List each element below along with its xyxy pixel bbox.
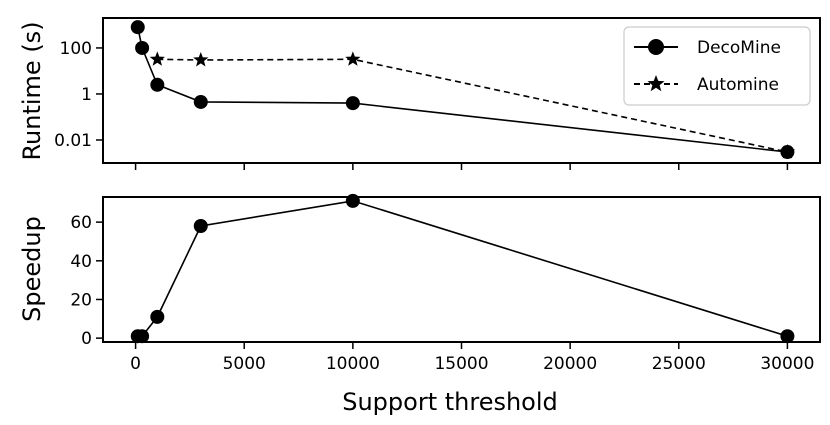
speedup-line [137,200,788,338]
x-tick-label: 10000 [326,354,380,374]
runtime-automine-point-3 [779,144,796,159]
x-tick-label: 0 [130,354,141,374]
speedup-y-ticks: 0 20 40 60 [70,213,103,349]
speedup-y-axis-label: Speedup [18,216,46,322]
runtime-decomine-point-2 [150,77,165,92]
runtime-y-ticks: 0.01 1 100 [54,39,103,151]
speedup-point-3 [193,219,208,233]
runtime-y-tick-label: 100 [60,39,92,59]
runtime-y-axis-label: Runtime (s) [18,21,46,160]
speedup-plot-frame [102,196,821,343]
x-tick-label: 30000 [760,354,814,374]
speedup-x-ticks: 0 5000 10000 15000 20000 25000 30000 [130,342,814,374]
speedup-y-tick-label: 20 [70,290,92,310]
runtime-automine-point-0 [149,51,165,66]
x-tick-label: 15000 [434,354,488,374]
speedup-point-4 [345,193,360,208]
runtime-series-layer [130,20,796,160]
x-axis-label: Support threshold [342,388,558,416]
x-tick-label: 25000 [652,354,706,374]
runtime-y-tick-label: 1 [81,85,92,105]
runtime-y-tick-label: 0.01 [54,131,92,151]
runtime-decomine-point-4 [345,96,360,111]
speedup-y-tick-label: 60 [70,213,92,233]
speedup-panel: 0 20 40 60 0 5000 10000 15000 20000 25000 30000 S… [18,193,821,416]
runtime-decomine-point-3 [193,94,208,109]
x-tick-label: 5000 [223,354,266,374]
runtime-decomine-point-1 [135,40,150,55]
runtime-decomine-point-0 [130,20,145,35]
speedup-point-1 [135,329,150,344]
runtime-automine-point-2 [345,51,361,66]
runtime-automine-point-1 [193,51,209,67]
x-tick-label: 20000 [543,354,597,374]
speedup-series-layer [130,193,795,344]
runtime-panel: 0.01 1 100 Runtime (s) DecoMine Automine [18,17,821,170]
runtime-x-tick-marks [134,163,789,170]
legend-automine-marker [647,75,665,92]
runtime-plot-frame [102,17,821,164]
speedup-y-tick-label: 0 [81,329,92,349]
legend-decomine-marker [648,39,664,55]
legend-automine-label: Automine [697,75,779,95]
legend: DecoMine Automine [623,26,811,106]
legend-decomine-label: DecoMine [697,38,781,58]
speedup-y-tick-label: 40 [70,252,92,272]
speedup-point-2 [150,309,165,324]
runtime-automine-line [157,58,788,153]
speedup-point-5 [780,329,795,344]
